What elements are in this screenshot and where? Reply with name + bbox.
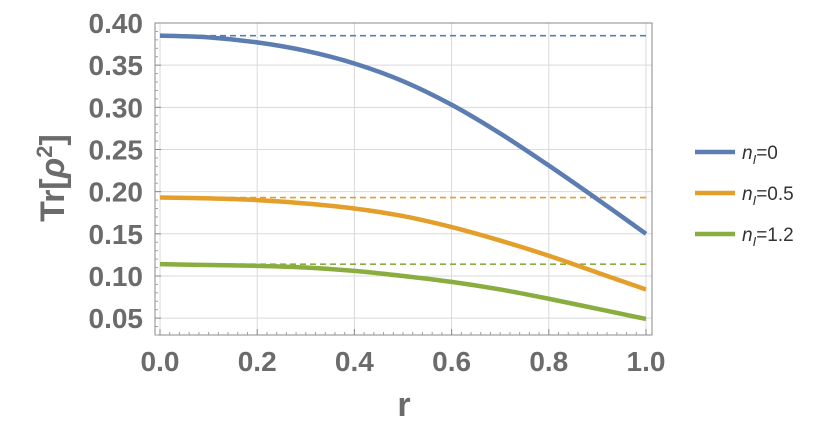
y-axis-title-group: Tr[ρ2] <box>32 134 72 222</box>
legend-label-symbol: n <box>742 143 753 164</box>
legend-item: nI=0.5 <box>695 184 794 208</box>
legend-label-value: =0.5 <box>756 184 794 205</box>
y-tick-label: 0.25 <box>89 134 144 165</box>
x-tick-label: 0.0 <box>141 346 180 377</box>
series-line-0 <box>159 33 648 236</box>
ticks <box>155 22 647 336</box>
series-lines <box>159 33 648 322</box>
legend-label-value: =1.2 <box>756 225 794 246</box>
legend-label-value: =0 <box>756 143 778 164</box>
legend-label: nI=1.2 <box>742 225 794 249</box>
legend-label-symbol: n <box>742 184 753 205</box>
x-tick-label: 0.4 <box>335 346 374 377</box>
legend: nI=0nI=0.5nI=1.2 <box>695 143 794 249</box>
y-axis-title-symbol: ρ <box>34 158 72 180</box>
y-tick-label: 0.10 <box>89 261 144 292</box>
x-tick-label: 0.2 <box>238 346 277 377</box>
y-axis-title-suffix: ] <box>34 134 72 145</box>
series-line-1 <box>159 195 647 292</box>
legend-label: nI=0 <box>742 143 778 167</box>
y-tick-label: 0.15 <box>89 219 144 250</box>
y-axis-title-exponent: 2 <box>32 146 57 158</box>
legend-label-symbol: n <box>742 225 753 246</box>
x-tick-label: 1.0 <box>627 346 666 377</box>
y-tick-label: 0.40 <box>89 8 144 39</box>
x-tick-labels: 0.0 0.2 0.4 0.6 0.8 1.0 <box>141 346 666 377</box>
x-tick-label: 0.6 <box>432 346 471 377</box>
x-axis-title: r <box>397 386 410 424</box>
y-tick-label: 0.30 <box>89 92 144 123</box>
y-tick-labels: 0.05 0.10 0.15 0.20 0.25 0.30 0.35 0.40 <box>89 8 144 334</box>
plot-background <box>155 23 652 335</box>
legend-item: nI=1.2 <box>695 225 794 249</box>
legend-label-subscript: I <box>753 234 757 249</box>
legend-label-subscript: I <box>753 193 757 208</box>
y-axis-title: Tr[ρ2] <box>32 134 72 222</box>
series-line-2 <box>159 261 647 322</box>
y-axis-title-prefix: Tr[ <box>34 178 72 221</box>
y-tick-label: 0.20 <box>89 177 144 208</box>
y-tick-label: 0.35 <box>89 50 144 81</box>
legend-item: nI=0 <box>695 143 778 167</box>
x-tick-label: 0.8 <box>529 346 568 377</box>
legend-label-subscript: I <box>753 152 757 167</box>
legend-label: nI=0.5 <box>742 184 794 208</box>
y-tick-label: 0.05 <box>89 303 144 334</box>
